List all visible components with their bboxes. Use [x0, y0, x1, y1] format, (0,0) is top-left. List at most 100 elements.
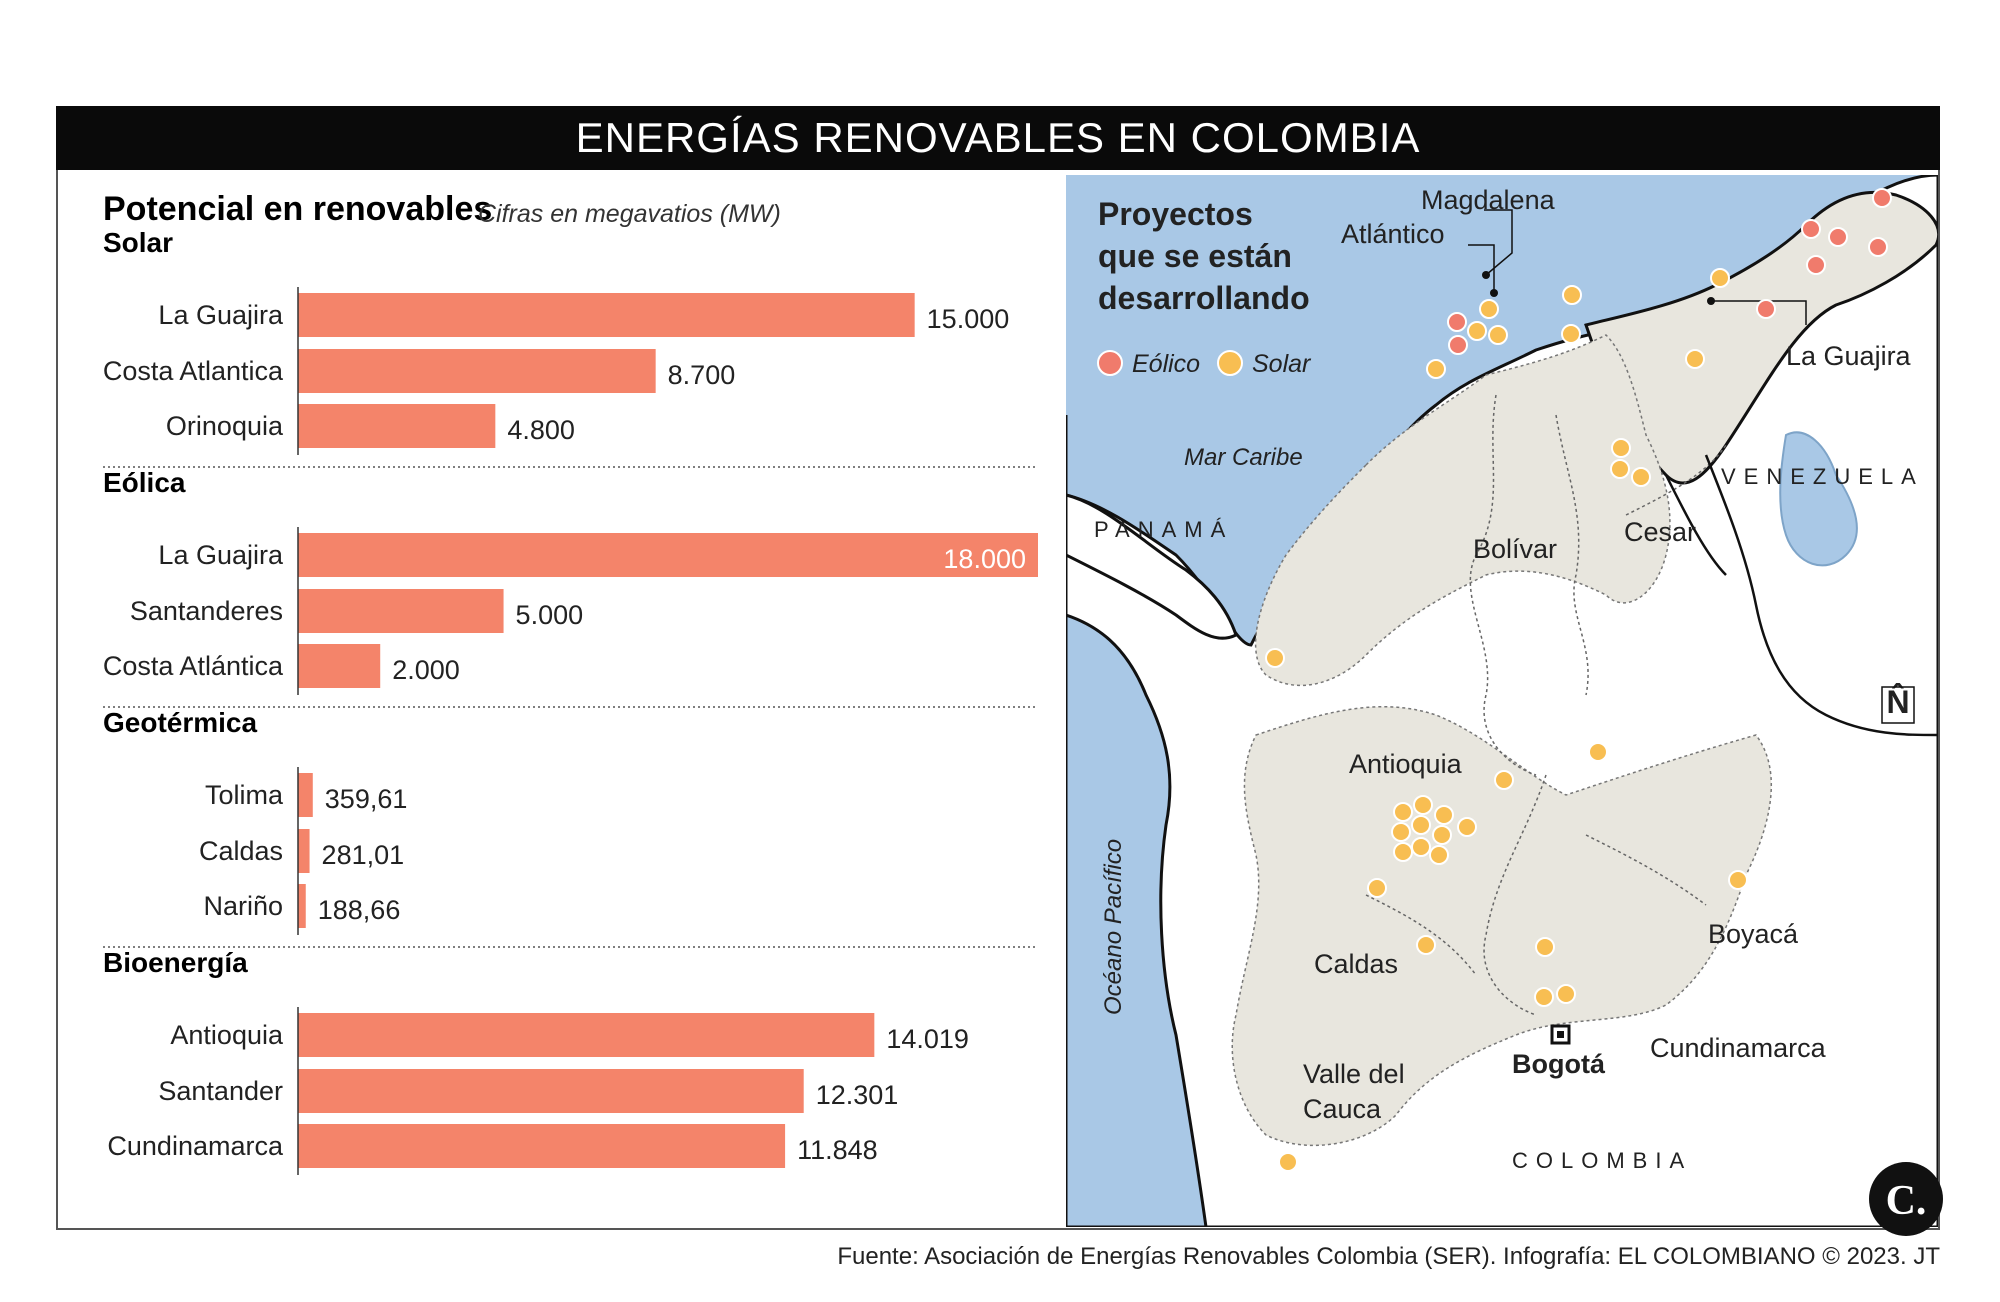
label-valle-line1: Valle del: [1303, 1059, 1405, 1089]
solar-dot: [1588, 742, 1608, 762]
map-title-line2: que se están: [1098, 238, 1292, 274]
solar-dot: [1562, 285, 1582, 305]
label-boyaca: Boyacá: [1708, 919, 1799, 949]
solar-dot: [1631, 467, 1651, 487]
source-footer: Fuente: Asociación de Energías Renovable…: [837, 1243, 1940, 1270]
solar-dot: [1534, 987, 1554, 1007]
solar-dot: [1265, 648, 1285, 668]
label-magdalena: Magdalena: [1421, 185, 1556, 215]
renewables-bar-chart: Potencial en renovables Cifras en megava…: [103, 190, 1038, 1175]
data-label: 18.000: [943, 544, 1026, 574]
label-valle-line2: Cauca: [1303, 1094, 1382, 1124]
legend-solar-dot: [1217, 350, 1243, 376]
group-title: Eólica: [103, 467, 186, 498]
solar-dot: [1728, 870, 1748, 890]
group-title: Bioenergía: [103, 947, 248, 978]
department-borders: [1365, 394, 1727, 1016]
eolico-dot: [1872, 188, 1892, 208]
label-cundinamarca: Cundinamarca: [1650, 1033, 1827, 1063]
solar-dot: [1426, 359, 1446, 379]
atlantico-marker: [1490, 289, 1498, 297]
solar-dot: [1479, 299, 1499, 319]
eolico-dot: [1868, 237, 1888, 257]
legend-eolico-label: Eólico: [1132, 350, 1200, 378]
category-label: Cundinamarca: [107, 1131, 284, 1161]
solar-dot: [1429, 845, 1449, 865]
label-bogota: Bogotá: [1512, 1049, 1606, 1079]
map-title-line1: Proyectos: [1098, 196, 1253, 232]
solar-dot: [1434, 805, 1454, 825]
map-title-line3: desarrollando: [1098, 280, 1310, 316]
category-label: Costa Atlantica: [103, 356, 284, 386]
solar-dot: [1535, 937, 1555, 957]
data-label: 5.000: [516, 600, 584, 630]
bar: [298, 829, 310, 873]
pacific-sea: [1066, 613, 1208, 1227]
label-oceano-pacifico: Océano Pacífico: [1100, 839, 1127, 1015]
data-label: 12.301: [816, 1080, 899, 1110]
panama-land: [1066, 415, 1238, 640]
label-caldas: Caldas: [1314, 949, 1398, 979]
solar-dot: [1467, 321, 1487, 341]
solar-dot: [1685, 349, 1705, 369]
magdalena-marker: [1482, 271, 1490, 279]
logo-letter: C.: [1886, 1178, 1927, 1224]
chart-title: Potencial en renovables: [103, 190, 492, 228]
solar-dot: [1710, 268, 1730, 288]
solar-dot: [1391, 822, 1411, 842]
category-label: Antioquia: [170, 1020, 284, 1050]
label-panama: PANAMÁ: [1094, 517, 1233, 542]
eolico-project-dots: [1447, 188, 1892, 355]
eolico-dot: [1801, 219, 1821, 239]
bar: [298, 1124, 786, 1168]
eolico-dot: [1806, 255, 1826, 275]
solar-dot: [1411, 815, 1431, 835]
label-cesar: Cesar: [1624, 517, 1696, 547]
category-label: Santander: [158, 1076, 283, 1106]
legend-solar-label: Solar: [1252, 350, 1312, 378]
solar-dot: [1556, 984, 1576, 1004]
data-label: 8.700: [668, 360, 736, 390]
category-label: Costa Atlántica: [103, 651, 284, 681]
solar-dot: [1457, 817, 1477, 837]
guajira-marker: [1707, 297, 1715, 305]
chart-subtitle: Cifras en megavatios (MW): [478, 200, 781, 228]
label-atlantico: Atlántico: [1341, 219, 1445, 249]
solar-dot: [1494, 770, 1514, 790]
country-borders: [1664, 454, 1938, 737]
data-label: 359,61: [325, 784, 408, 814]
solar-dot: [1367, 878, 1387, 898]
solar-dot: [1393, 802, 1413, 822]
category-label: Tolima: [205, 780, 284, 810]
solar-dot: [1416, 935, 1436, 955]
eolico-dot: [1756, 299, 1776, 319]
data-label: 4.800: [507, 415, 575, 445]
data-label: 281,01: [322, 840, 405, 870]
bogota-capital-icon-center: [1557, 1031, 1564, 1038]
banner-title: ENERGÍAS RENOVABLES EN COLOMBIA: [56, 106, 1940, 170]
el-colombiano-logo: C.: [1869, 1162, 1943, 1236]
bar: [298, 404, 496, 448]
caribbean-region: [1254, 334, 1671, 687]
colombia-map: Proyectos que se están desarrollando Eól…: [1066, 175, 1938, 1227]
group-title: Geotérmica: [103, 707, 257, 738]
category-label: La Guajira: [158, 540, 284, 570]
interior-region: [1231, 705, 1773, 1147]
category-label: Nariño: [203, 891, 283, 921]
label-mar-caribe: Mar Caribe: [1184, 444, 1303, 471]
bar: [298, 1069, 804, 1113]
data-label: 15.000: [927, 304, 1010, 334]
solar-dot: [1611, 438, 1631, 458]
solar-dot: [1278, 1152, 1298, 1172]
data-label: 188,66: [318, 895, 401, 925]
bar: [298, 589, 504, 633]
bar: [298, 533, 1038, 577]
solar-project-dots: [1265, 268, 1748, 1172]
category-label: Caldas: [199, 836, 283, 866]
solar-dot: [1413, 795, 1433, 815]
eolico-dot: [1448, 335, 1468, 355]
north-arrow-icon: N̂: [1886, 683, 1909, 720]
leader-lines: [1468, 209, 1807, 325]
solar-dot: [1393, 842, 1413, 862]
category-label: La Guajira: [158, 300, 284, 330]
